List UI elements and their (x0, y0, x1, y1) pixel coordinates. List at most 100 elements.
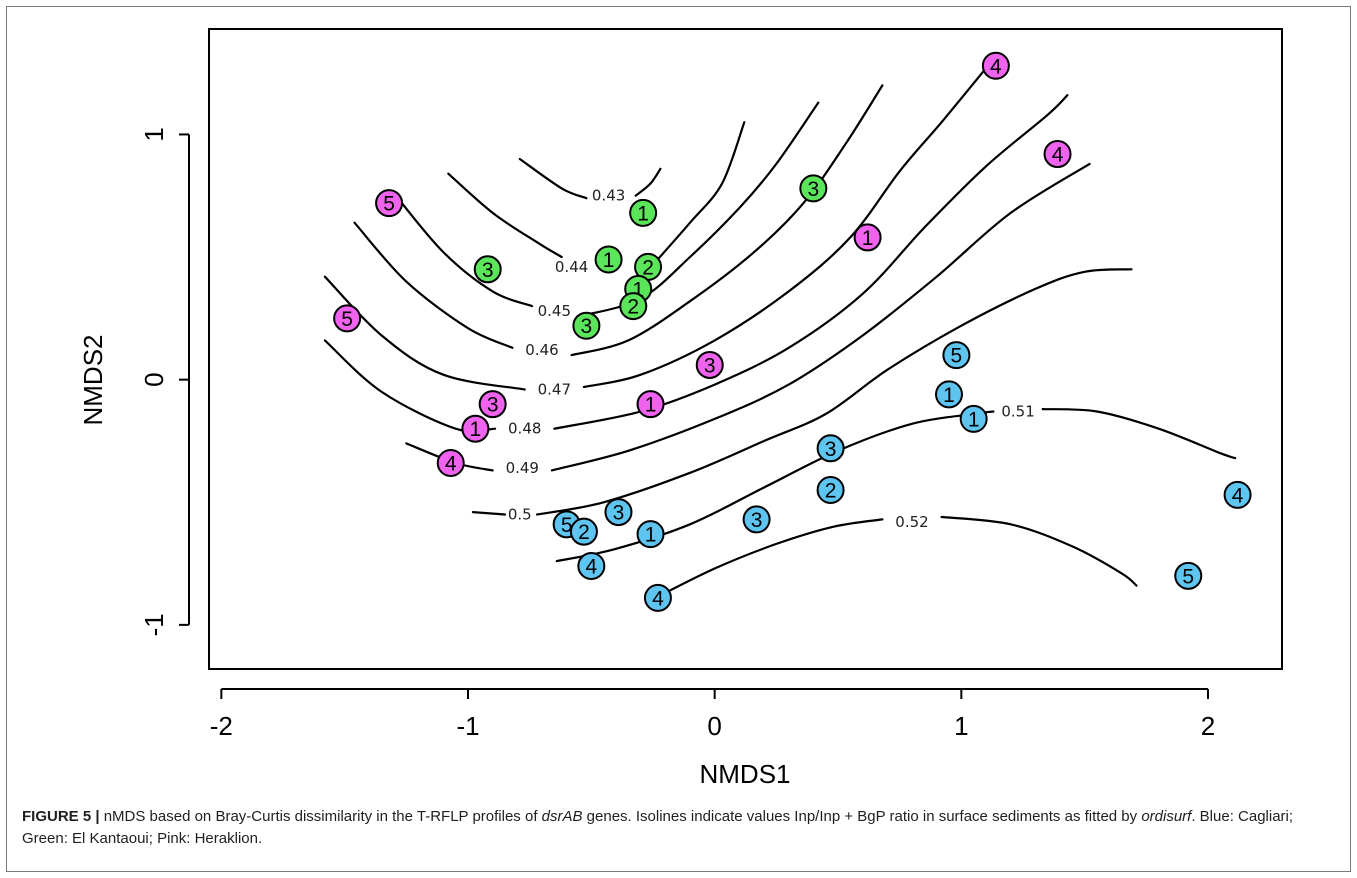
contour-label: 0.43 (592, 187, 625, 205)
point-marker (473, 255, 502, 284)
x-tick-label: 0 (707, 711, 721, 741)
x-tick-label: -1 (456, 711, 479, 741)
point-label: 3 (487, 394, 499, 417)
figure-caption: FIGURE 5 | nMDS based on Bray-Curtis dis… (22, 806, 1332, 850)
point-marker (981, 51, 1010, 80)
contour-line-3-seg-1 (392, 192, 534, 308)
point-marker (695, 350, 724, 379)
point-marker (572, 311, 601, 340)
caption-function: ordisurf (1141, 808, 1192, 825)
contour-label: 0.5 (508, 506, 532, 524)
x-tick-label: 2 (1201, 711, 1215, 741)
point-marker (799, 174, 828, 203)
contour-label: 0.44 (555, 258, 588, 276)
contour-line-5-seg-2 (582, 67, 988, 389)
y-axis: -1 0 1 (139, 127, 190, 636)
contour-line-2-seg-2 (654, 121, 746, 264)
point-label: 1 (637, 202, 649, 225)
point-label: 3 (807, 178, 819, 201)
point-label: 3 (581, 315, 593, 338)
contour-layer: 0.43 0.44 0.45 0.46 0.47 0.48 0.49 0.5 0.51 0.52 (323, 67, 1237, 599)
point-marker (816, 434, 845, 463)
point-label: 3 (613, 502, 625, 525)
caption-text-2: genes. Isolines indicate values Inp/Inp … (582, 808, 1142, 825)
point-marker (629, 198, 658, 227)
point-label: 2 (825, 479, 837, 502)
point-marker (959, 404, 988, 433)
point-label: 5 (341, 308, 353, 331)
point-marker (436, 449, 465, 478)
point-label: 1 (470, 418, 482, 441)
point-marker (636, 520, 665, 549)
point-label: 1 (645, 524, 657, 547)
caption-label: FIGURE 5 | (22, 808, 100, 825)
point-label: 5 (561, 514, 573, 537)
point-marker (643, 583, 672, 612)
point-marker (1174, 561, 1203, 590)
x-axis-label: NMDS1 (699, 759, 790, 789)
point-label: 3 (751, 509, 763, 532)
point-marker (935, 380, 963, 409)
point-label: 2 (627, 296, 639, 319)
point-label: 4 (1232, 484, 1244, 507)
contour-line-9-seg-1 (555, 410, 995, 563)
point-label: 3 (482, 259, 494, 282)
point-label: 1 (632, 278, 644, 301)
contour-label: 0.52 (895, 513, 928, 531)
y-axis-label: NMDS2 (78, 334, 108, 425)
point-marker (577, 552, 606, 581)
point-label: 2 (642, 256, 654, 279)
y-tick-label: 0 (139, 372, 169, 386)
point-marker (742, 505, 771, 534)
contour-line-10-seg-1 (654, 518, 884, 599)
caption-text-1: nMDS based on Bray-Curtis dissimilarity … (99, 808, 542, 825)
point-label: 3 (704, 354, 716, 377)
contour-line-1-seg-1 (518, 157, 588, 200)
y-tick-label: 1 (139, 127, 169, 141)
caption-text-3: . Blue: Cagliari; Green: El Kantaoui; Pi… (22, 808, 1294, 847)
nmds-chart: 0.430.440.450.460.470.480.490.50.510.52 … (78, 28, 1283, 789)
x-tick-label: -2 (210, 711, 233, 741)
point-label: 1 (645, 394, 657, 417)
point-marker (816, 475, 845, 504)
point-marker (461, 414, 490, 443)
caption-gene: dsrAB (541, 808, 583, 825)
point-marker (619, 292, 648, 321)
contour-line-8-seg-1 (471, 511, 507, 516)
point-marker (569, 517, 598, 546)
point-marker (375, 189, 404, 218)
contour-label: 0.46 (525, 341, 558, 359)
point-marker (333, 304, 362, 333)
point-marker (478, 390, 507, 419)
figure-frame (6, 6, 1351, 872)
contour-line-10-seg-2 (940, 515, 1138, 587)
contour-line-1-seg-2 (634, 167, 662, 197)
contour-line-8-seg-2 (536, 268, 1133, 516)
point-label: 1 (862, 227, 874, 250)
point-label: 4 (652, 587, 664, 610)
point-label: 5 (1182, 565, 1194, 588)
plot-box (208, 28, 1283, 670)
contour-line-4-seg-2 (570, 84, 884, 357)
point-marker (1043, 140, 1072, 169)
contour-line-9-seg-2 (1041, 408, 1237, 460)
point-marker (1223, 480, 1252, 509)
x-tick-label: 1 (954, 711, 968, 741)
point-marker (853, 223, 882, 252)
contour-label: 0.48 (508, 420, 541, 438)
contour-label: 0.45 (538, 302, 571, 320)
x-axis: -2 -1 0 1 2 (210, 688, 1215, 741)
point-label: 4 (1052, 144, 1064, 167)
point-label: 4 (990, 55, 1002, 78)
contour-label: 0.49 (506, 459, 539, 477)
point-label: 5 (951, 345, 963, 368)
point-marker (604, 498, 633, 527)
contour-line-7-seg-2 (550, 162, 1091, 472)
contour-line-2-seg-1 (447, 172, 563, 259)
y-tick-label: -1 (139, 613, 169, 636)
point-marker (942, 341, 971, 370)
point-label: 5 (383, 193, 395, 216)
point-label: 3 (825, 438, 837, 461)
point-label: 1 (968, 408, 980, 431)
